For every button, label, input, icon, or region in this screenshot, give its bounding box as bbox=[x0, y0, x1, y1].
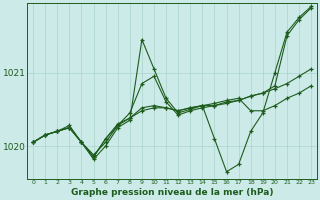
X-axis label: Graphe pression niveau de la mer (hPa): Graphe pression niveau de la mer (hPa) bbox=[71, 188, 273, 197]
